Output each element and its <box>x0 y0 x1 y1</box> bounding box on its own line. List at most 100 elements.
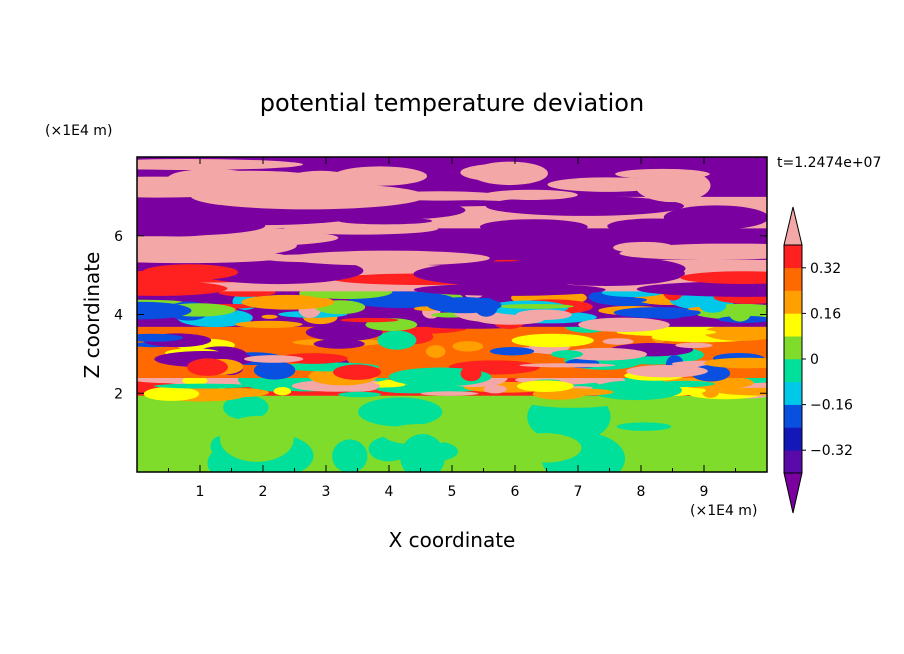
field-contour-blob <box>703 324 767 341</box>
colorbar-segment <box>784 290 802 314</box>
field-contour-blob <box>728 304 752 322</box>
field-contour-blob <box>635 168 711 203</box>
field-contour-blob <box>613 307 701 319</box>
field-contour-blob <box>497 303 574 309</box>
field-contour-blob <box>137 281 228 296</box>
y-tick-label: 2 <box>114 386 123 402</box>
field-contour-blob <box>137 301 192 320</box>
field-contour-blob <box>137 159 303 170</box>
field-contour-blob <box>153 383 253 389</box>
field-contour-blob <box>413 283 606 296</box>
field-contour-blob <box>142 264 239 281</box>
field-contour-blob <box>717 387 767 396</box>
field-contour-blob <box>235 320 303 328</box>
x-tick-label: 9 <box>700 484 709 500</box>
field-contour-blob <box>474 297 498 317</box>
field-contour-blob <box>633 437 710 447</box>
y-unit-label: (×1E4 m) <box>45 123 112 139</box>
field-contour-blob <box>167 169 257 188</box>
x-tick-label: 5 <box>448 484 457 500</box>
field-contour-blob <box>137 215 266 237</box>
field-contour-blob <box>143 386 200 401</box>
field-contour-blob <box>305 323 383 341</box>
field-contour-blob <box>219 415 294 462</box>
field-contour-blob <box>699 299 727 313</box>
colorbar-segment <box>784 404 802 428</box>
field-contour-blob <box>507 433 582 463</box>
colorbar-segment <box>784 336 802 360</box>
colorbar-segment <box>784 313 802 337</box>
field-contour-blob <box>460 366 482 382</box>
x-tick-label: 6 <box>511 484 520 500</box>
colorbar-extend-low <box>783 472 803 514</box>
field-contour-blob <box>519 363 616 368</box>
field-contour-blob <box>280 170 361 196</box>
field-contour-blob <box>604 297 647 303</box>
field-contour-blob <box>137 431 182 458</box>
field-contour-blob <box>420 391 479 396</box>
field-contour-blob <box>413 261 620 287</box>
x-tick-label: 4 <box>385 484 394 500</box>
field-contour-blob <box>551 350 583 359</box>
colorbar-segment <box>784 450 802 474</box>
field-contour-blob <box>515 309 572 321</box>
field-contour-blob <box>634 243 767 256</box>
field-contour-blob <box>547 177 667 192</box>
field-contour-blob <box>400 434 445 472</box>
colorbar-segment <box>784 267 802 291</box>
field-contour-blob <box>460 163 540 182</box>
y-axis-ticks: 2 4 6 <box>114 229 767 402</box>
field-contour-blob <box>190 183 426 210</box>
field-contour-blob <box>636 281 767 297</box>
field-contour-blob <box>483 384 507 394</box>
field-contour-blob <box>578 317 670 332</box>
field-contour-blob <box>664 442 710 472</box>
x-tick-label: 3 <box>322 484 331 500</box>
x-tick-label: 2 <box>259 484 268 500</box>
chart-title: potential temperature deviation <box>260 89 644 117</box>
field-contour-blob <box>358 397 443 427</box>
colorbar-extend-high <box>783 206 803 246</box>
field-contour-blob <box>340 317 399 323</box>
field-contour-blob <box>680 271 767 284</box>
x-unit-label: (×1E4 m) <box>690 503 757 519</box>
field-contour-blob <box>261 314 278 319</box>
colorbar-segment <box>784 381 802 405</box>
x-axis-label: X coordinate <box>389 528 516 552</box>
field-contour-blob <box>668 209 736 233</box>
field-contour-blob <box>377 330 417 350</box>
field-contour-blob <box>313 338 365 349</box>
field-contour-blob <box>484 189 578 200</box>
colorbar-segment <box>784 359 802 383</box>
field-contour-blob <box>511 333 594 348</box>
field-contour-blob <box>338 391 382 398</box>
y-tick-label: 6 <box>114 229 123 245</box>
field-contour-blob <box>626 364 708 378</box>
field-contour-blob <box>137 333 184 342</box>
colorbar-label: −0.32 <box>810 443 853 459</box>
field-contour-blob <box>182 376 208 385</box>
colorbar-label: −0.16 <box>810 398 853 414</box>
field-contour-blob <box>333 364 381 380</box>
field-contour-blob <box>489 347 535 356</box>
field-contour-blob <box>223 395 269 420</box>
y-axis-label: Z coordinate <box>80 252 104 379</box>
x-tick-label: 1 <box>196 484 205 500</box>
field-contour-blob <box>379 191 503 201</box>
field-contour-blob <box>241 294 335 310</box>
field-contour-blob <box>485 196 685 216</box>
field-contour-blob <box>452 341 484 352</box>
field-contour-blob <box>561 347 647 361</box>
field-contour-blob <box>332 439 368 472</box>
x-tick-label: 8 <box>637 484 646 500</box>
field-contour-blob <box>425 345 446 358</box>
colorbar-segment <box>784 245 802 269</box>
colorbar: 0.32 0.16 0 −0.16 −0.32 <box>783 206 853 514</box>
field-contour-blob <box>675 342 713 349</box>
field-contour-blob <box>616 422 672 431</box>
field-contour-blob <box>608 387 659 396</box>
field-contour-blob <box>253 361 296 380</box>
colorbar-label: 0.16 <box>810 306 841 322</box>
contour-field <box>137 157 767 472</box>
